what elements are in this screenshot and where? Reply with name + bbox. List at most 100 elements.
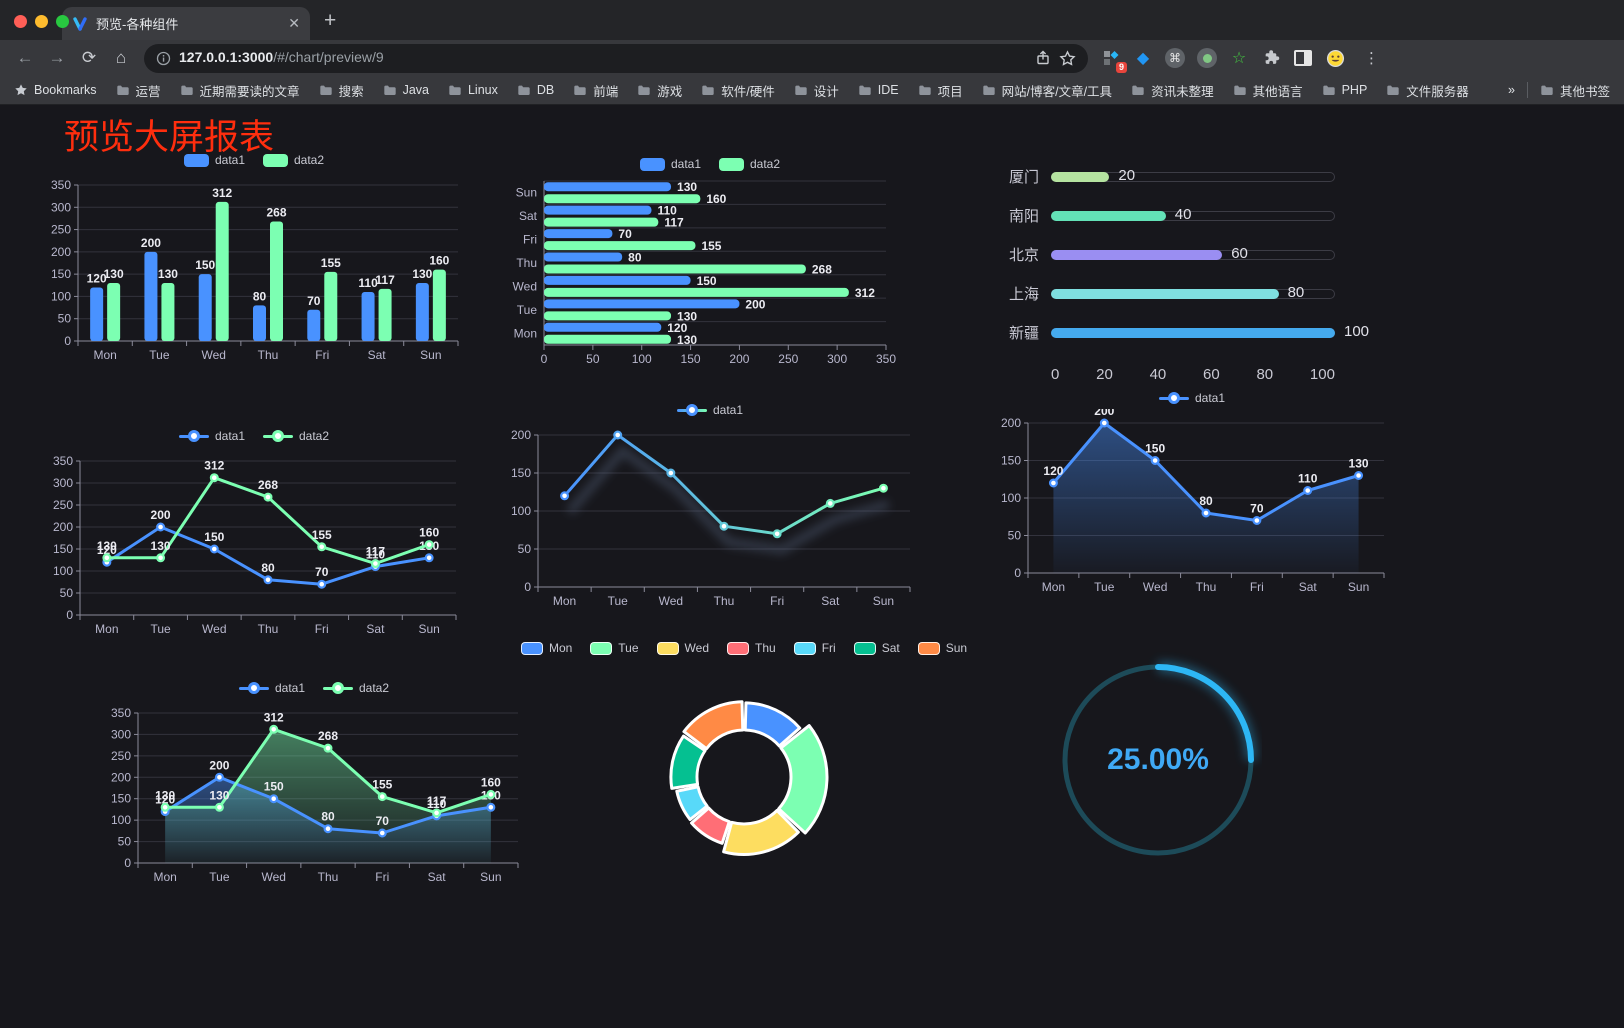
bookmark-star-icon[interactable]	[1059, 49, 1076, 67]
tab-close-icon[interactable]: ✕	[288, 15, 300, 31]
svg-text:80: 80	[628, 251, 642, 265]
folder-icon	[795, 85, 807, 95]
extension-icons: 9 ◆ ⌘ ☆ ⋮	[1100, 47, 1379, 73]
bookmark-folder[interactable]: 其他语言	[1233, 81, 1303, 100]
svg-text:Tue: Tue	[517, 303, 538, 317]
browser-tab[interactable]: 预览-各种组件 ✕	[62, 7, 310, 40]
bookmark-folder[interactable]: 前端	[573, 81, 618, 100]
legend-item-data1[interactable]: data1	[178, 429, 245, 443]
svg-text:200: 200	[729, 352, 749, 366]
folder-icon	[1233, 85, 1246, 95]
progress-label: 南阳	[1008, 208, 1039, 225]
site-info-icon[interactable]	[156, 51, 171, 66]
svg-text:0: 0	[124, 856, 131, 870]
svg-text:0: 0	[66, 608, 73, 622]
progress-track: 80	[1051, 284, 1335, 301]
new-tab-button[interactable]: +	[324, 9, 337, 32]
extensions-puzzle-icon[interactable]	[1260, 47, 1282, 69]
bookmark-folder[interactable]: PHP	[1322, 81, 1367, 100]
folder-icon	[180, 85, 193, 95]
legend-item-data2[interactable]: data2	[263, 429, 329, 443]
legend-item-Fri[interactable]: Fri	[793, 641, 836, 655]
legend-item-data1[interactable]: data1	[183, 153, 245, 167]
svg-text:Thu: Thu	[318, 870, 339, 884]
legend-item-Thu[interactable]: Thu	[727, 641, 776, 655]
dashboard-page: 预览大屏报表 data1 data2 0 50 100 150 200 250 300 350 Mo…	[0, 105, 1624, 1028]
svg-text:110: 110	[358, 276, 378, 290]
gem-extension-icon[interactable]: ◆	[1136, 50, 1150, 67]
command-extension-icon[interactable]: ⌘	[1164, 47, 1186, 69]
svg-text:100: 100	[53, 564, 73, 578]
bookmarks-overflow-chevron[interactable]: »	[1508, 83, 1515, 97]
progress-track: 60	[1051, 245, 1335, 262]
share-icon[interactable]	[1035, 50, 1051, 66]
svg-text:160: 160	[429, 254, 449, 268]
reload-button[interactable]: ⟳	[81, 48, 97, 67]
sidepanel-icon[interactable]	[1292, 47, 1314, 69]
folder-icon	[116, 85, 129, 95]
svg-text:Mon: Mon	[514, 326, 537, 340]
legend-item-data2[interactable]: data2	[719, 157, 780, 171]
progress-row: 北京 60	[995, 235, 1387, 274]
bookmark-folder[interactable]: Linux	[448, 81, 498, 100]
svg-text:130: 130	[104, 267, 124, 281]
svg-text:70: 70	[307, 294, 321, 308]
bookmark-folder[interactable]: 运营	[116, 81, 161, 100]
green-star-extension-icon[interactable]: ☆	[1231, 50, 1247, 67]
bookmark-folder[interactable]: 软件/硬件	[701, 81, 775, 100]
bookmark-folder[interactable]: 搜索	[319, 81, 364, 100]
chart-two-lines: data1 data2 0 50 100 150 200 250 300 350 Mon Tue Wed…	[44, 425, 464, 641]
svg-text:50: 50	[518, 542, 532, 556]
emoji-extension-icon[interactable]	[1324, 47, 1346, 69]
bookmark-folder[interactable]: IDE	[858, 81, 899, 100]
legend-item-Mon[interactable]: Mon	[520, 641, 572, 655]
progress-fill	[1051, 327, 1335, 338]
bookmark-folder[interactable]: 文件服务器	[1386, 81, 1469, 100]
other-bookmarks-folder[interactable]: 其他书签	[1540, 81, 1610, 100]
extension-grid-icon[interactable]: 9	[1100, 47, 1127, 73]
close-window-button[interactable]	[14, 15, 27, 28]
zoom-window-button[interactable]	[56, 15, 69, 28]
bookmark-folder[interactable]: DB	[517, 81, 554, 100]
svg-text:150: 150	[264, 780, 284, 794]
legend-item-Tue[interactable]: Tue	[590, 641, 639, 655]
legend-item-data1[interactable]: data1	[639, 157, 701, 171]
home-button[interactable]: ⌂	[115, 48, 127, 67]
legend-item-data1[interactable]: data1	[238, 681, 305, 695]
legend-marker	[323, 681, 353, 695]
svg-text:130: 130	[677, 180, 697, 194]
bookmark-folder[interactable]: 设计	[794, 81, 839, 100]
bookmarks-manager-item[interactable]: Bookmarks	[14, 83, 97, 97]
legend-item-Sat[interactable]: Sat	[853, 641, 900, 655]
svg-text:Mon: Mon	[153, 870, 176, 884]
svg-text:Tue: Tue	[150, 622, 171, 636]
svg-text:117: 117	[375, 273, 395, 287]
legend-marker	[263, 429, 293, 443]
legend-item-data2[interactable]: data2	[263, 153, 324, 167]
legend-item-Wed[interactable]: Wed	[656, 641, 709, 655]
legend-item-data1[interactable]: data1	[676, 403, 743, 417]
recorder-extension-icon[interactable]	[1196, 47, 1218, 69]
legend-marker	[183, 153, 209, 167]
svg-text:Fri: Fri	[315, 622, 329, 636]
bookmark-folder[interactable]: 项目	[918, 81, 963, 100]
browser-menu-icon[interactable]: ⋮	[1364, 50, 1379, 67]
legend-marker	[656, 641, 679, 655]
forward-button[interactable]: →	[48, 48, 66, 67]
bookmark-folder[interactable]: 资讯未整理	[1131, 81, 1214, 100]
progress-fill	[1051, 210, 1166, 221]
legend-marker	[719, 157, 744, 171]
minimize-window-button[interactable]	[35, 15, 48, 28]
address-bar[interactable]: 127.0.0.1:3000/#/chart/preview/9	[144, 43, 1088, 73]
bookmark-folder[interactable]: 近期需要读的文章	[180, 81, 300, 100]
bookmark-folder[interactable]: 游戏	[637, 81, 682, 100]
legend-item-data1[interactable]: data1	[1158, 391, 1225, 405]
back-button[interactable]: ←	[16, 48, 34, 67]
bookmark-folder[interactable]: 网站/博客/文章/工具	[982, 81, 1112, 100]
svg-text:312: 312	[855, 286, 875, 300]
legend-item-Sun[interactable]: Sun	[917, 641, 967, 655]
svg-text:Sat: Sat	[519, 209, 538, 223]
svg-text:Thu: Thu	[714, 594, 735, 608]
bookmark-folder[interactable]: Java	[383, 81, 429, 100]
legend-item-data2[interactable]: data2	[323, 681, 389, 695]
